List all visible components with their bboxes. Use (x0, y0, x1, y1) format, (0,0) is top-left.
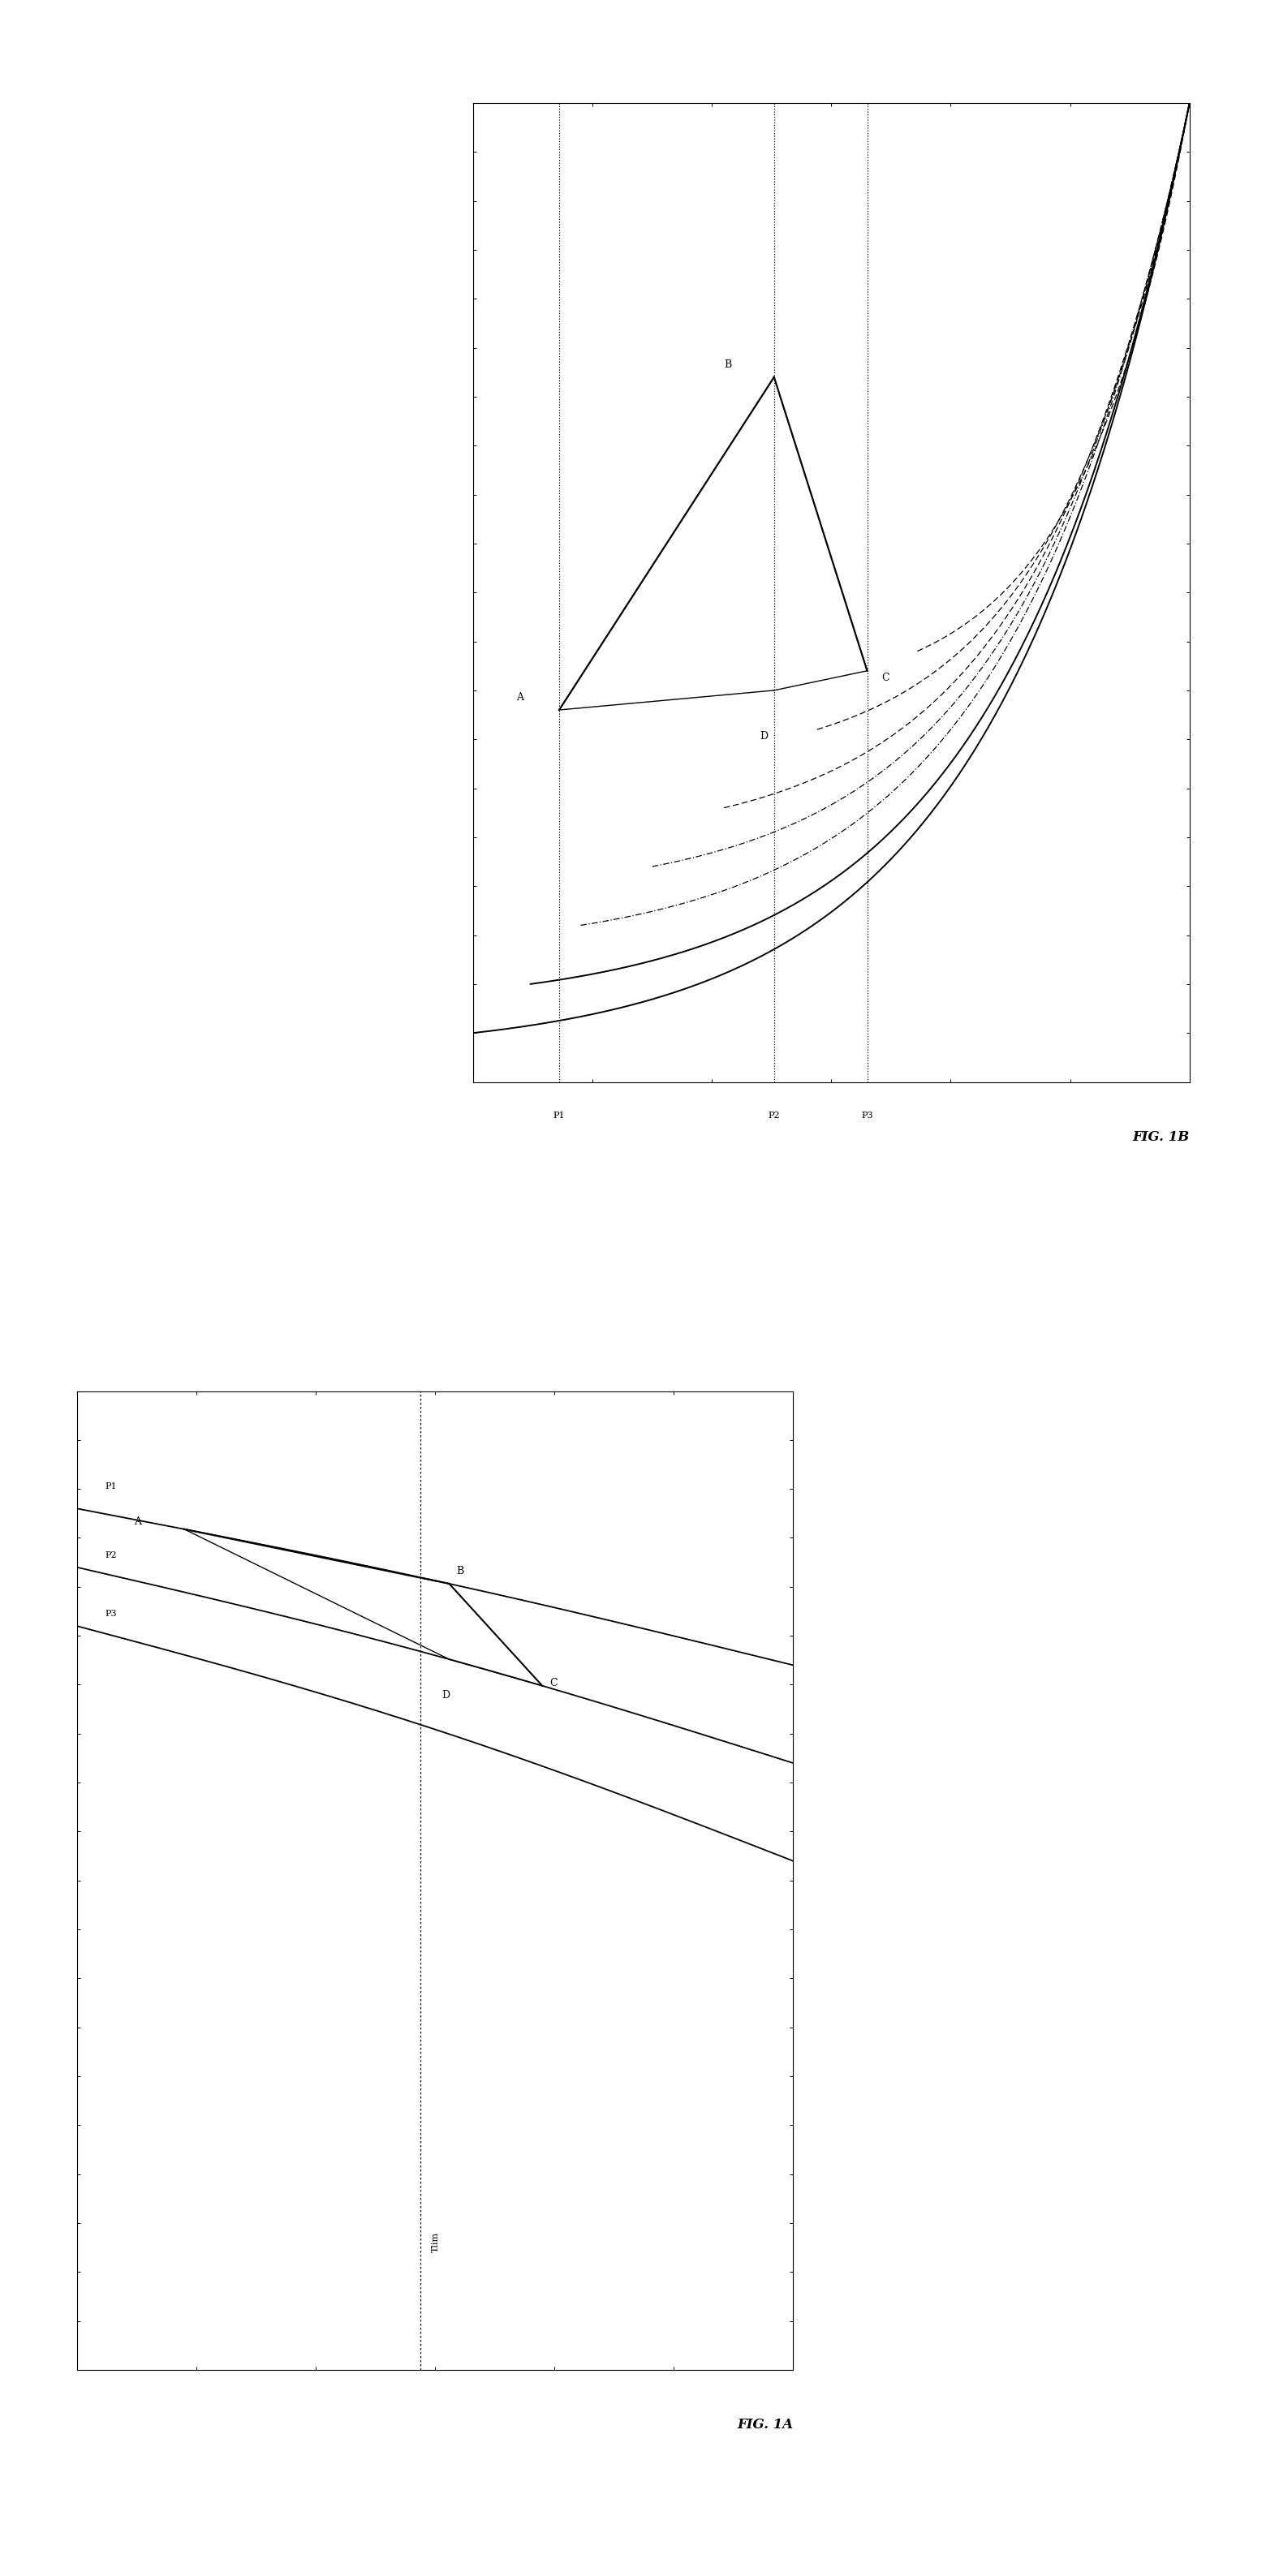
Text: FIG. 1A: FIG. 1A (737, 2419, 793, 2432)
Text: B: B (457, 1566, 464, 1577)
Text: P1: P1 (105, 1481, 118, 1492)
Text: P2: P2 (769, 1110, 780, 1121)
Text: D: D (760, 732, 767, 742)
Text: P3: P3 (105, 1610, 118, 1618)
Text: D: D (443, 1690, 450, 1700)
Text: FIG. 1B: FIG. 1B (1132, 1131, 1189, 1144)
Text: C: C (881, 672, 889, 683)
Text: P2: P2 (105, 1551, 118, 1558)
Text: C: C (550, 1677, 558, 1687)
Text: Tlim: Tlim (431, 2231, 440, 2251)
Text: B: B (724, 358, 732, 371)
Text: A: A (134, 1517, 141, 1528)
Text: A: A (515, 693, 523, 703)
Text: P1: P1 (554, 1110, 565, 1121)
Text: P3: P3 (861, 1110, 874, 1121)
